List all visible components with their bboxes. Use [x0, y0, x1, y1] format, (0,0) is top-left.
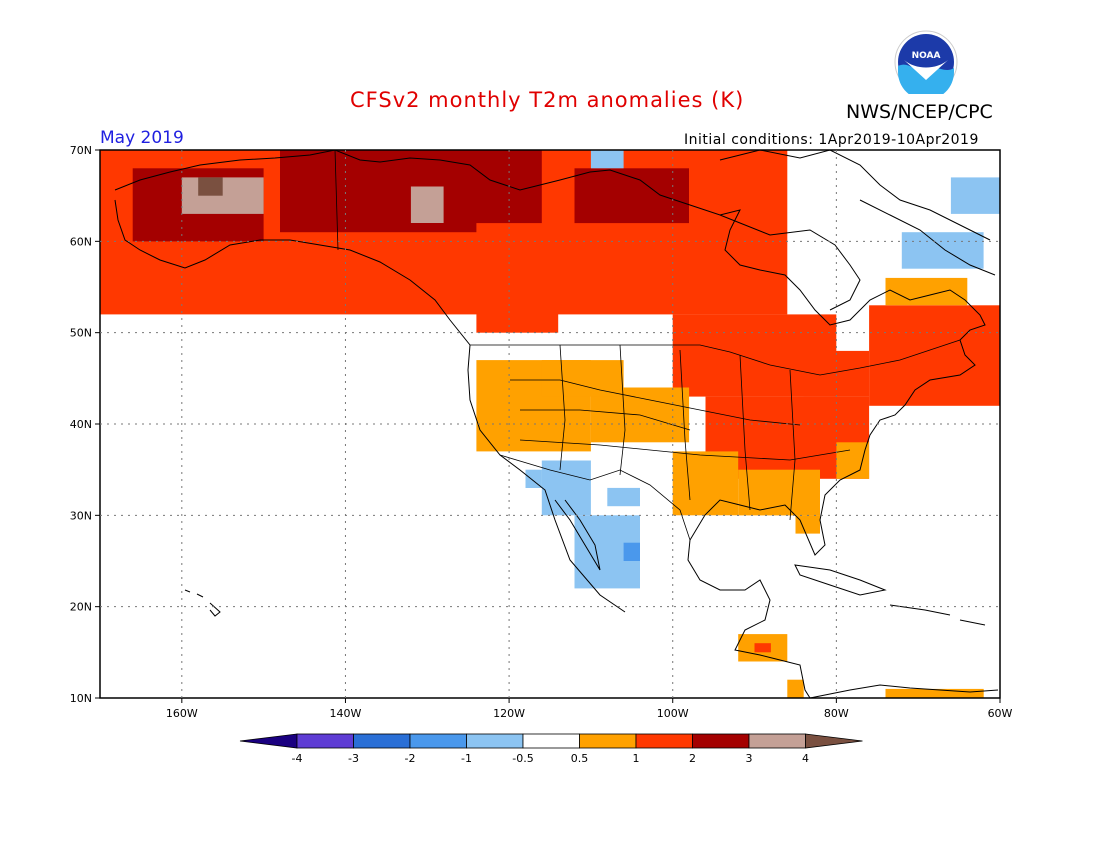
colorbar-label: -1: [461, 752, 472, 765]
anomaly-region: [672, 451, 739, 516]
anomaly-region: [607, 487, 640, 507]
coastlines: [114, 149, 999, 699]
anomaly-region: [901, 232, 984, 269]
anomaly-region: [198, 177, 223, 196]
colorbar-label: 4: [802, 752, 809, 765]
colorbar-segment: [353, 733, 411, 749]
pacific-coastline: [114, 199, 626, 613]
hudson-bay-coastline: [719, 214, 861, 311]
political-borders: [334, 149, 961, 541]
lat-tick-label: 30N: [70, 509, 92, 522]
baja-coastline: [554, 499, 601, 571]
lat-tick-label: 70N: [70, 144, 92, 157]
initial-conditions: Initial conditions: 1Apr2019-10Apr2019: [684, 132, 979, 148]
anomaly-region: [754, 643, 771, 653]
noaa-logo-icon: NOAA: [894, 30, 958, 94]
anomaly-region: [795, 515, 820, 534]
anomaly-region: [885, 277, 968, 306]
us-mexico-border: [499, 454, 691, 541]
anomaly-region: [410, 186, 444, 223]
lat-tick-label: 60N: [70, 235, 92, 248]
lat-tick-label: 10N: [70, 692, 92, 705]
lat-tick-label: 20N: [70, 601, 92, 614]
colorbar-label: 3: [746, 752, 753, 765]
anomaly-region: [623, 542, 640, 561]
anomaly-region: [541, 460, 591, 516]
lon-tick-label: 100W: [657, 707, 689, 720]
lon-tick-label: 80W: [824, 707, 849, 720]
caribbean-coastline: [889, 604, 986, 626]
colorbar-label: -0.5: [512, 752, 533, 765]
agency-label: NWS/NCEP/CPC: [846, 101, 993, 123]
colorbar-label: 1: [633, 752, 640, 765]
colorbar-arrow-high: [805, 733, 863, 749]
lon-tick-label: 60W: [988, 707, 1013, 720]
axis-ticks: 70N 60N 50N 40N 30N 20N 10N 160W 140W 120W 100W 80W…: [70, 144, 1013, 720]
lat-tick-label: 40N: [70, 418, 92, 431]
arctic-islands-coastline: [719, 149, 996, 276]
anomaly-region: [950, 177, 1000, 214]
colorbar-segment: [466, 733, 524, 749]
colorbar-segment: [409, 733, 467, 749]
alaska-border: [334, 149, 339, 251]
colorbar-label: 0.5: [571, 752, 589, 765]
us-canada-border: [470, 339, 961, 376]
anomaly-region: [738, 469, 820, 516]
anomaly-region: [476, 223, 559, 333]
hawaii-coastline: [184, 589, 221, 617]
colorbar-label: 2: [689, 752, 696, 765]
map-title: CFSv2 monthly T2m anomalies (K): [350, 88, 745, 112]
north-america-coastline: [114, 149, 986, 699]
anomaly-region: [541, 360, 624, 397]
anomaly-region: [590, 150, 624, 169]
cuba-coastline: [794, 564, 887, 596]
colorbar-segment: [579, 733, 637, 749]
lon-tick-label: 120W: [493, 707, 525, 720]
anomaly-region: [869, 305, 1000, 406]
south-america-coastline: [809, 684, 999, 699]
colorbar: -4 -3 -2 -1 -0.5 0.5 1 2 3 4: [239, 733, 863, 765]
colorbar-arrow-low: [239, 733, 298, 749]
colorbar-label: -4: [292, 752, 303, 765]
anomaly-region: [181, 177, 264, 214]
lat-tick-label: 50N: [70, 327, 92, 340]
us-state-lines: [510, 344, 851, 521]
anomaly-grid: [100, 150, 1000, 698]
colorbar-label: -3: [348, 752, 359, 765]
lon-tick-label: 160W: [166, 707, 198, 720]
colorbar-segment: [748, 733, 806, 749]
anomaly-region: [836, 442, 870, 479]
colorbar-segment: [522, 733, 580, 749]
anomaly-region: [787, 679, 804, 698]
colorbar-segment: [635, 733, 693, 749]
anomaly-region: [885, 688, 984, 698]
anomaly-region: [525, 469, 542, 488]
lon-tick-label: 140W: [330, 707, 362, 720]
noaa-logo-text: NOAA: [912, 51, 941, 61]
graticule: [100, 150, 1000, 698]
forecast-month: May 2019: [100, 128, 184, 148]
colorbar-segment: [296, 733, 354, 749]
colorbar-label: -2: [405, 752, 416, 765]
anomaly-region: [574, 168, 689, 224]
colorbar-segment: [692, 733, 750, 749]
